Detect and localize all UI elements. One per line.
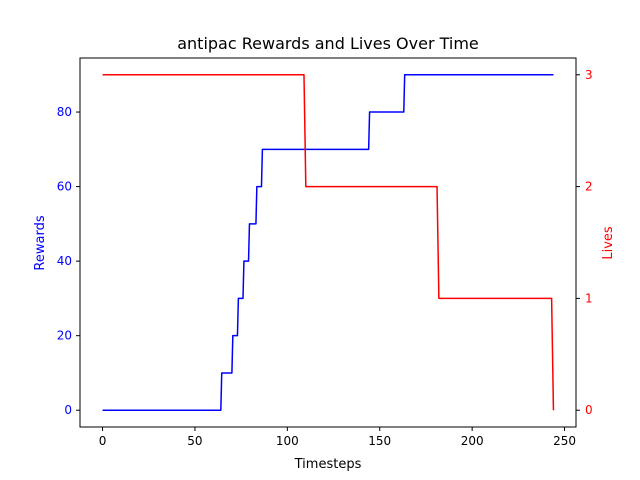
left-axis-label: Rewards bbox=[33, 215, 48, 270]
left-tick-label: 0 bbox=[64, 403, 72, 417]
x-axis-label: Timesteps bbox=[294, 457, 362, 472]
rewards-line bbox=[102, 74, 554, 411]
left-tick-label: 60 bbox=[57, 180, 72, 194]
right-tick-label: 3 bbox=[585, 68, 593, 82]
left-tick-label: 20 bbox=[57, 329, 72, 343]
x-tick-label: 50 bbox=[187, 434, 202, 448]
lives-line bbox=[102, 74, 555, 411]
left-tick-label: 40 bbox=[57, 254, 72, 268]
x-tick-label: 250 bbox=[553, 434, 576, 448]
x-tick-label: 200 bbox=[461, 434, 484, 448]
right-tick-label: 2 bbox=[585, 180, 593, 194]
left-tick-label: 80 bbox=[57, 105, 72, 119]
right-axis-ticks: 0 1 2 3 bbox=[576, 68, 593, 417]
plot-lines bbox=[102, 74, 555, 411]
x-tick-label: 0 bbox=[99, 434, 107, 448]
x-axis-ticks: 0 50 100 150 200 250 bbox=[99, 427, 576, 448]
x-tick-label: 150 bbox=[368, 434, 391, 448]
right-axis-label: Lives bbox=[601, 226, 616, 260]
plot-frame bbox=[79, 57, 577, 428]
right-tick-label: 1 bbox=[585, 291, 593, 305]
left-axis-ticks: 0 20 40 60 80 bbox=[57, 105, 80, 417]
right-tick-label: 0 bbox=[585, 403, 593, 417]
chart-title: antipac Rewards and Lives Over Time bbox=[177, 34, 479, 53]
x-tick-label: 100 bbox=[276, 434, 299, 448]
